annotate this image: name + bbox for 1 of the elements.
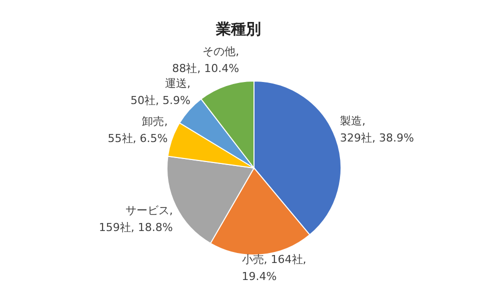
title: 業種別 (216, 20, 261, 38)
